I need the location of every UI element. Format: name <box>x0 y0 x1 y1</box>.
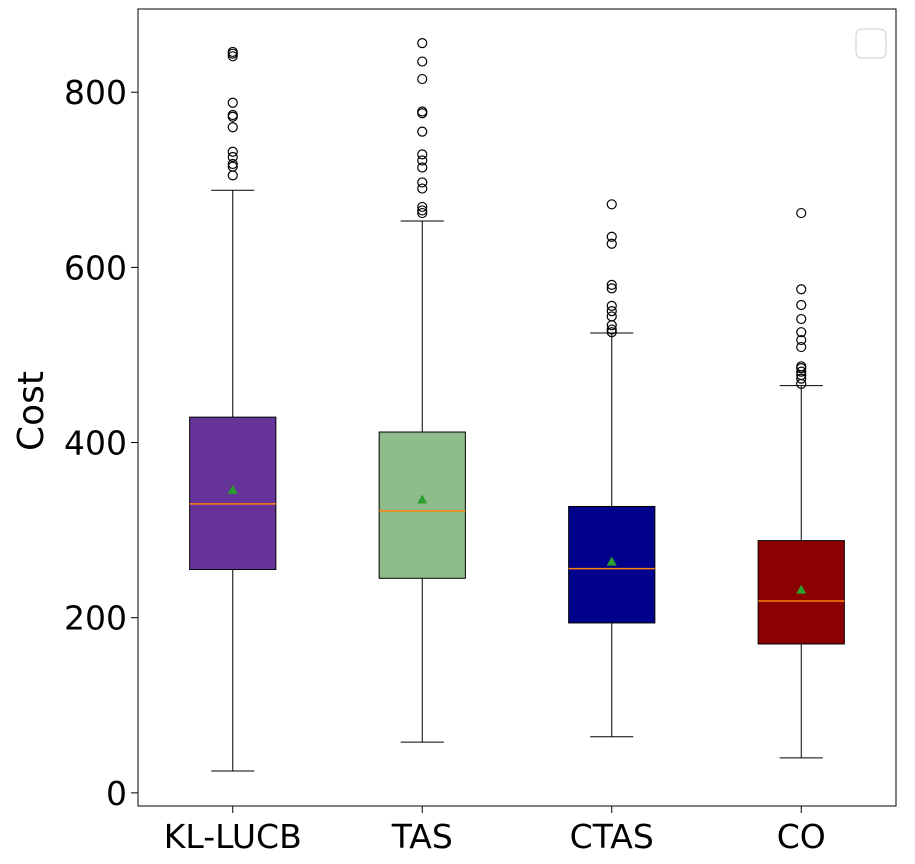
outlier-point-ctas <box>606 283 617 294</box>
mean-marker-tas <box>417 494 428 504</box>
mean-marker-ctas <box>606 556 617 566</box>
outlier-point-tas <box>417 155 428 166</box>
y-tick-label: 200 <box>64 599 127 638</box>
outlier-point-tas <box>417 201 428 213</box>
outlier-point-ctas <box>606 311 617 322</box>
outlier-point-co <box>796 207 807 219</box>
outlier-point-ctas <box>606 306 617 317</box>
outlier-point-co <box>796 373 807 384</box>
y-tick-label: 400 <box>64 424 127 463</box>
x-tick-label: TAS <box>391 817 453 856</box>
chart-marks: 0 200 400 600 800 KL-LUCB TAS CTAS CO <box>64 38 845 856</box>
y-axis-label: Cost <box>11 371 52 451</box>
outlier-point-tas <box>417 126 428 137</box>
outlier-point-co <box>796 313 807 325</box>
outlier-point-ctas <box>606 300 617 312</box>
outlier-point-tas <box>417 183 428 194</box>
y-tick-label: 0 <box>106 774 127 813</box>
outlier-point-tas <box>417 177 428 188</box>
outlier-point-ctas <box>606 327 617 338</box>
outlier-point-tas <box>417 207 428 219</box>
y-tick-label: 600 <box>64 248 127 287</box>
mean-marker-kl-lucb <box>227 484 238 494</box>
outlier-point-ctas <box>606 324 617 335</box>
outlier-point-kl-lucb <box>227 161 238 172</box>
outlier-point-ctas <box>606 231 617 242</box>
outlier-point-kl-lucb <box>227 122 238 133</box>
x-tick-label: KL-LUCB <box>164 817 302 856</box>
outlier-point-tas <box>417 162 428 173</box>
outlier-point-kl-lucb <box>227 97 238 108</box>
plot-area <box>137 8 897 807</box>
outlier-point-kl-lucb <box>227 146 238 157</box>
outlier-point-ctas <box>606 238 617 249</box>
outlier-point-co <box>796 366 807 377</box>
outlier-point-co <box>796 334 807 346</box>
mean-marker-co <box>796 584 807 594</box>
outlier-point-tas <box>417 106 428 117</box>
legend-box <box>855 28 887 59</box>
outlier-point-tas <box>417 149 428 160</box>
outlier-point-co <box>796 284 807 295</box>
x-tick-label: CTAS <box>570 817 654 856</box>
outlier-point-tas <box>417 205 428 216</box>
outlier-point-kl-lucb <box>227 151 238 163</box>
outlier-point-tas <box>417 56 428 67</box>
box-tas <box>378 431 466 579</box>
y-tick-label: 800 <box>64 73 127 112</box>
outlier-point-ctas <box>606 199 617 210</box>
outlier-point-tas <box>417 38 428 49</box>
outlier-point-tas <box>417 73 428 85</box>
outlier-point-co <box>796 327 807 338</box>
outlier-point-co <box>796 361 807 372</box>
outlier-point-kl-lucb <box>227 46 238 58</box>
outlier-point-kl-lucb <box>227 158 238 170</box>
outlier-point-ctas <box>606 279 617 290</box>
outlier-point-co <box>796 341 807 353</box>
x-tick-label: CO <box>777 817 826 856</box>
outlier-point-kl-lucb <box>227 109 238 121</box>
outlier-point-co <box>796 299 807 311</box>
outlier-point-kl-lucb <box>227 51 238 62</box>
